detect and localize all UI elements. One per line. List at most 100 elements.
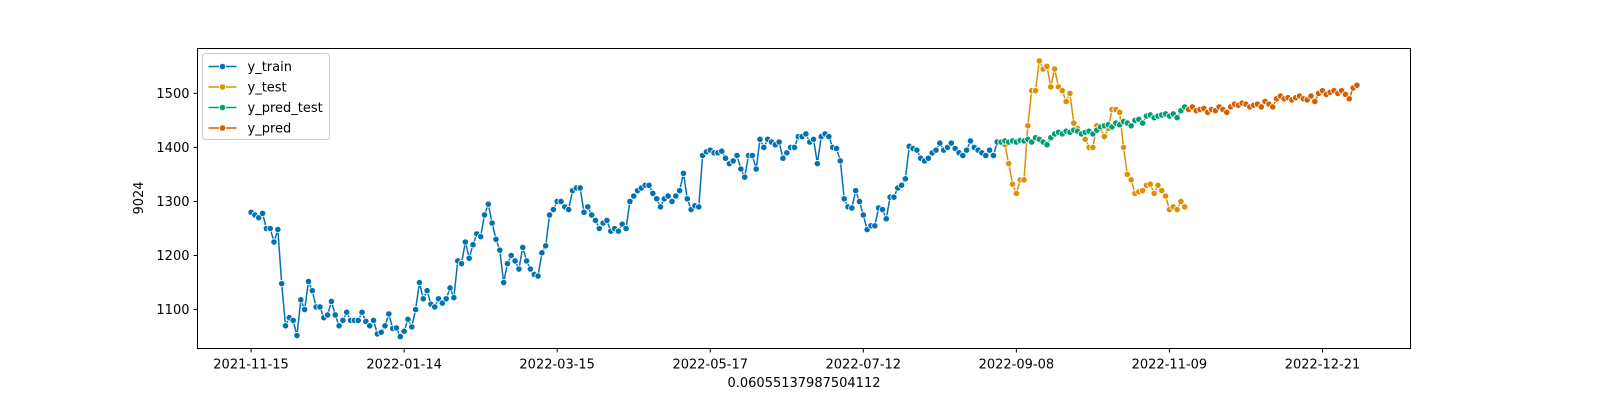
data-point [783,149,791,157]
data-point [752,165,760,173]
legend-marker [218,103,227,112]
data-point [1181,203,1189,211]
x-tick-label: 2022-12-21 [1285,358,1361,373]
data-point [840,195,848,203]
data-point [897,181,906,189]
data-point [488,219,496,227]
data-point [626,197,634,206]
x-tick-label: 2022-05-17 [672,358,748,373]
data-point [301,305,309,314]
data-point [588,211,596,219]
data-point [878,205,887,214]
y-tick-label: 1400 [156,141,189,156]
data-point [668,197,676,206]
series [247,130,1001,341]
data-point [419,295,427,303]
data-point [519,243,527,252]
data-point [565,205,573,214]
data-point [645,181,653,189]
data-point [672,192,680,200]
data-point [304,277,313,286]
series [997,103,1189,149]
data-point [1043,141,1051,149]
legend-label: y_test [248,81,287,96]
data-point [813,160,821,168]
data-point [653,195,661,203]
data-point [412,305,420,314]
data-point [1269,103,1277,111]
data-point [959,151,967,160]
data-point [989,151,998,160]
data-point [538,249,546,257]
x-tick-label: 2022-11-09 [1132,358,1208,373]
series-line [250,132,998,339]
plot-frame [197,48,1411,349]
data-point [289,316,297,324]
data-point [557,197,565,206]
data-point [266,224,274,233]
data-point [331,311,339,319]
data-point [1223,108,1231,116]
data-point [1345,95,1353,103]
data-point [1311,97,1319,106]
data-point [511,257,519,265]
data-point [871,222,879,230]
data-point [683,195,691,203]
data-point [1173,205,1181,214]
data-point [859,211,867,219]
data-point [679,169,688,177]
data-point [1031,87,1040,95]
data-point [1081,135,1089,143]
x-tick-label: 2022-09-08 [979,358,1055,373]
data-point [622,224,630,233]
data-point [1047,83,1055,91]
data-point [465,254,473,262]
data-point [1307,92,1315,100]
series [1184,81,1361,116]
data-point [339,316,347,324]
data-point [515,265,523,273]
legend-marker [218,62,227,71]
data-point [584,203,592,211]
data-point [366,322,374,330]
data-point [549,205,557,214]
data-point [852,187,860,195]
data-point [507,251,515,260]
data-point [500,278,508,287]
data-point [377,328,385,336]
data-point [1139,119,1147,127]
data-point [400,327,408,335]
data-point [534,272,542,280]
data-point [469,241,477,249]
data-point [404,315,412,323]
data-point [721,154,730,162]
data-point [775,138,783,146]
data-point [392,324,401,332]
legend-marker [218,83,227,91]
data-point [1127,176,1135,184]
data-point [1146,180,1154,188]
data-point [656,203,665,211]
data-point [477,233,485,241]
data-point [1173,114,1181,122]
data-point [779,154,787,162]
data-point [1116,108,1124,116]
data-point [1353,81,1361,89]
data-point [966,137,975,145]
data-point [924,154,932,162]
data-point [649,189,657,197]
legend-label: y_pred [248,122,292,137]
data-point [614,227,623,235]
data-point [1154,181,1162,189]
data-point [664,192,672,200]
data-point [963,146,971,154]
data-point [932,146,940,154]
data-point [324,311,332,319]
data-point [603,216,611,224]
data-point [308,287,316,295]
data-point [882,215,890,223]
data-point [1005,160,1013,168]
data-point [630,192,638,200]
data-point [790,143,799,152]
data-point [748,151,756,160]
